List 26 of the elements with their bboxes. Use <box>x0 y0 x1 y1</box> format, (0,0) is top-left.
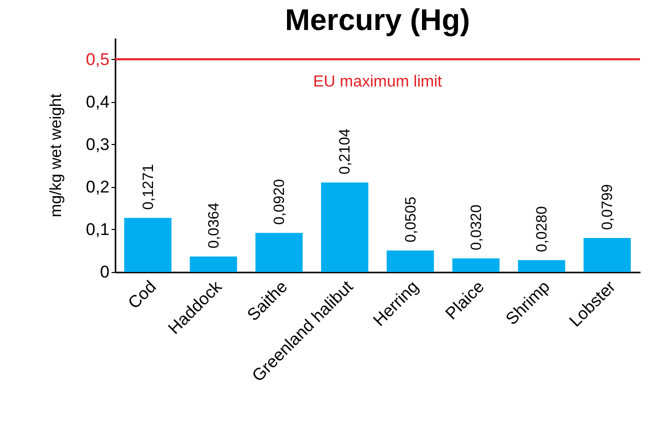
y-tick-label: 0,1 <box>86 220 110 239</box>
bar <box>255 232 303 272</box>
y-tick-label: 0,5 <box>86 50 110 69</box>
bar <box>190 256 238 272</box>
y-tick-label: 0 <box>100 262 110 282</box>
ref-line-label: EU maximum limit <box>313 73 442 90</box>
bar <box>518 260 566 272</box>
data-label: 0,0505 <box>402 196 420 243</box>
y-tick-label: 0,4 <box>86 92 110 112</box>
data-label: 0,0320 <box>468 204 485 250</box>
bar <box>584 238 631 272</box>
y-axis-title: mg/kg wet weight <box>48 93 65 218</box>
bar <box>386 250 434 272</box>
data-label: 0,0280 <box>534 206 551 252</box>
data-label: 0,2104 <box>336 128 354 174</box>
bar <box>452 258 500 272</box>
y-tick-label: 0,2 <box>86 177 110 196</box>
data-label: 0,0364 <box>205 202 222 249</box>
data-label: 0,1271 <box>140 164 157 210</box>
bar <box>124 218 172 272</box>
y-tick-label: 0,3 <box>86 134 110 154</box>
data-label: 0,0799 <box>599 184 616 230</box>
data-label: 0,0920 <box>271 178 288 225</box>
bar <box>321 182 368 272</box>
chart-title: Mercury (Hg) <box>284 4 470 37</box>
x-tick-label: Cod <box>124 277 160 313</box>
